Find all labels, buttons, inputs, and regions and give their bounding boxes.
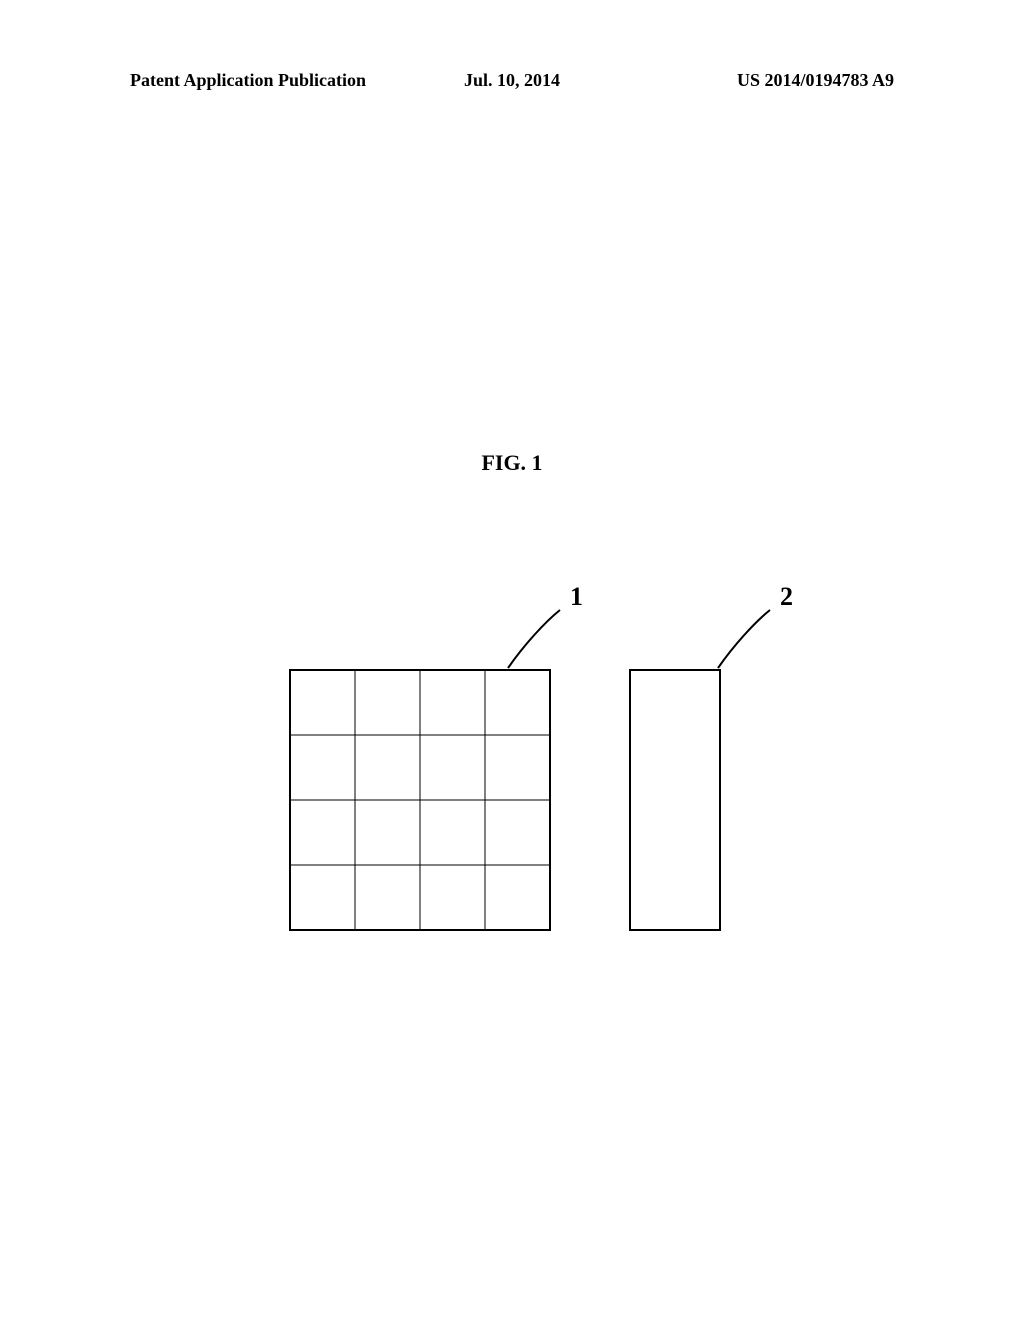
- page-header: Patent Application Publication Jul. 10, …: [0, 70, 1024, 100]
- figure-svg: 12: [260, 560, 820, 960]
- figure-diagram: 12: [0, 560, 1024, 960]
- header-pub-number: US 2014/0194783 A9: [737, 70, 894, 91]
- svg-text:2: 2: [780, 582, 793, 611]
- figure-caption: FIG. 1: [0, 450, 1024, 476]
- svg-text:1: 1: [570, 582, 583, 611]
